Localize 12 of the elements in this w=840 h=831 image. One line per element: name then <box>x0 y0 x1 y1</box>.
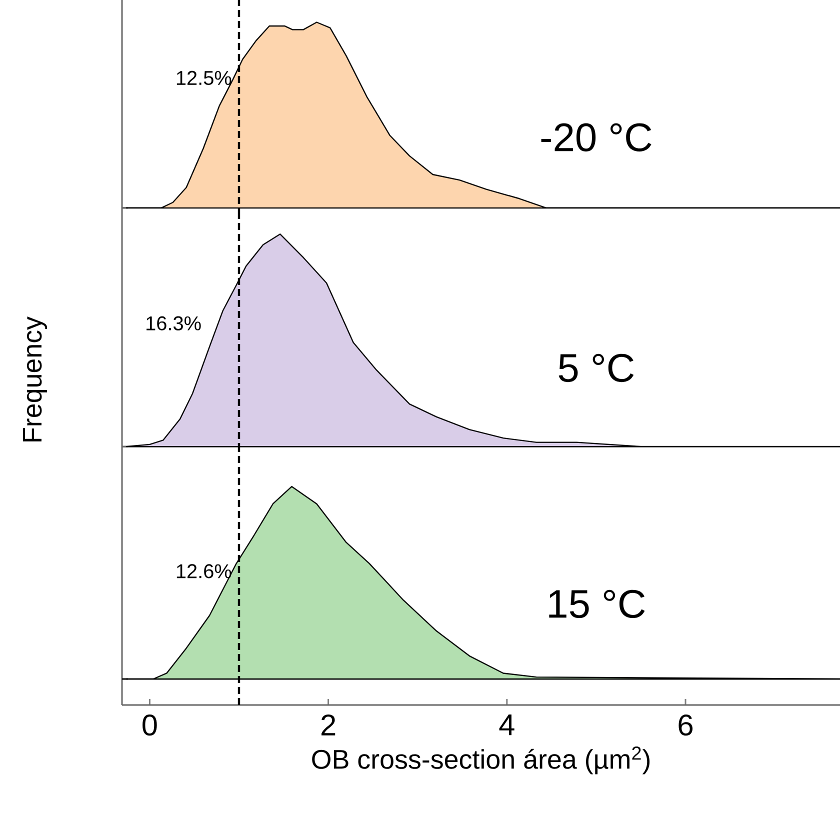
series-label: 5 °C <box>558 354 634 382</box>
x-tick-label: 6 <box>678 714 693 736</box>
x-tick-label: 0 <box>142 714 157 736</box>
series-label: -20 °C <box>541 123 652 152</box>
x-tick-label: 2 <box>321 714 336 736</box>
annotation: 12.6% <box>176 564 232 578</box>
x-axis-title: OB cross-section área (µm$^{2}$) <box>312 746 650 774</box>
series-label: 15 °C <box>549 590 645 618</box>
x-tick-label: 4 <box>499 714 514 736</box>
annotation: 12.5% <box>176 70 232 86</box>
annotation: 16.3% <box>146 316 201 330</box>
y-axis-title: Frequency <box>22 316 48 442</box>
